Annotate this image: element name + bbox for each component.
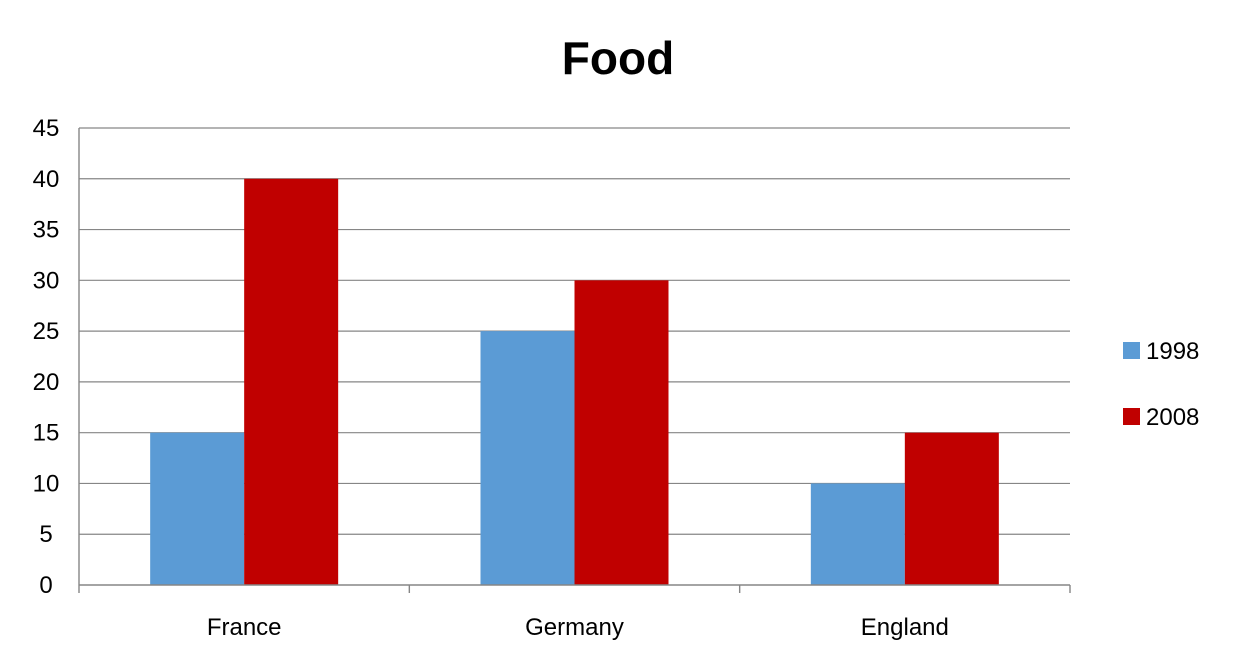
y-tick-label: 20 xyxy=(33,369,60,396)
y-tick-label: 40 xyxy=(33,166,60,193)
bar-1998-france xyxy=(150,432,245,585)
x-tick-label: Germany xyxy=(525,614,624,641)
y-tick-label: 30 xyxy=(33,267,60,294)
y-tick-label: 15 xyxy=(33,420,60,447)
y-tick-label: 45 xyxy=(33,115,60,142)
bar-1998-england xyxy=(810,483,905,585)
bar-2008-germany xyxy=(574,280,669,585)
y-tick-label: 10 xyxy=(33,470,60,497)
bar-2008-france xyxy=(244,178,339,585)
legend-swatch-2008 xyxy=(1123,408,1140,425)
bar-1998-germany xyxy=(480,331,575,585)
y-tick-label: 25 xyxy=(33,318,60,345)
chart-title: Food xyxy=(562,32,674,84)
y-tick-label: 0 xyxy=(39,572,52,599)
legend: 1998 2008 xyxy=(1123,338,1199,431)
legend-label-2008: 2008 xyxy=(1146,404,1199,431)
axes: 0 5 10 15 20 25 30 35 40 45 France Germany England xyxy=(33,115,1071,641)
x-tick-label: England xyxy=(861,614,949,641)
y-tick-label: 5 xyxy=(39,521,52,548)
y-tick-label: 35 xyxy=(33,217,60,244)
legend-swatch-1998 xyxy=(1123,342,1140,359)
bars xyxy=(150,178,999,585)
bar-2008-england xyxy=(904,432,999,585)
legend-label-1998: 1998 xyxy=(1146,338,1199,365)
x-tick-label: France xyxy=(207,614,282,641)
